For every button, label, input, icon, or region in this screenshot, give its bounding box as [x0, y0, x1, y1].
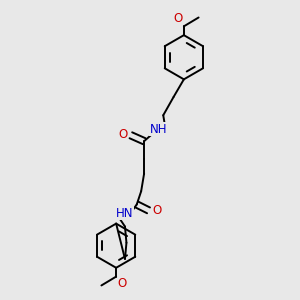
Text: HN: HN [116, 207, 134, 220]
Text: NH: NH [150, 123, 168, 136]
Text: O: O [118, 128, 127, 141]
Text: O: O [173, 12, 182, 26]
Text: O: O [152, 205, 161, 218]
Text: O: O [118, 278, 127, 290]
